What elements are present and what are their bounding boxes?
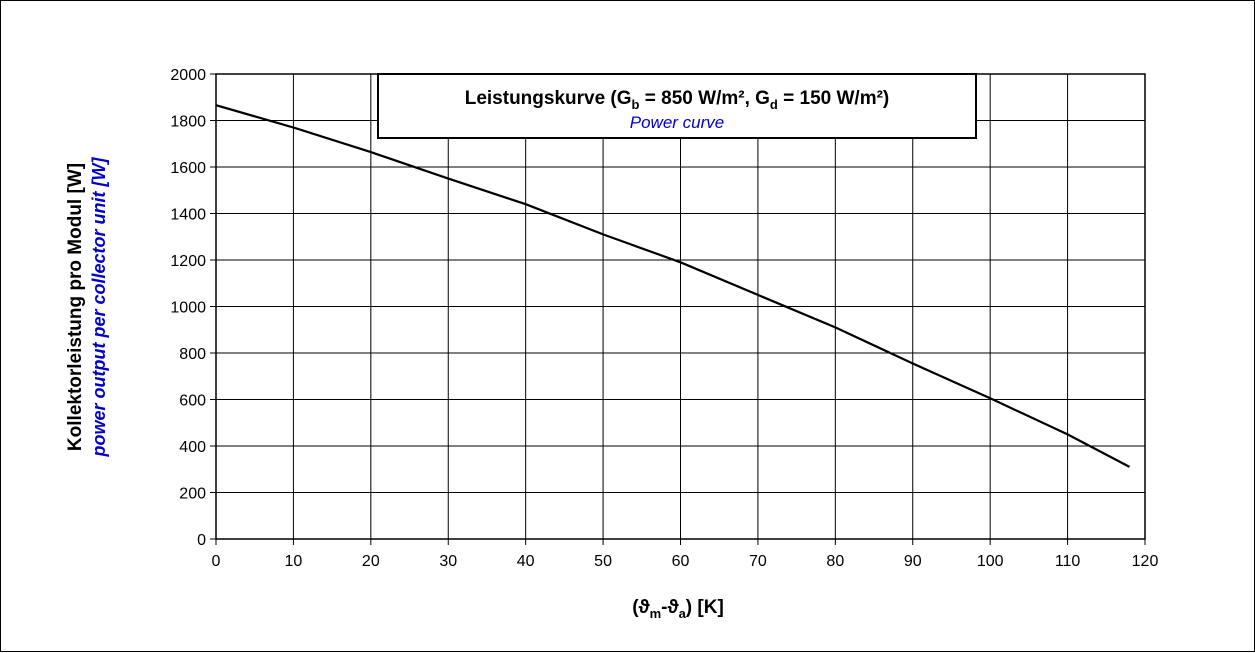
axis-ticks <box>210 73 1146 545</box>
x-tick-label: 30 <box>439 553 457 570</box>
x-tick-label: 90 <box>904 553 922 570</box>
chart-title: Leistungskurve (Gb = 850 W/m², Gd = 150 … <box>465 88 890 112</box>
x-tick-label: 120 <box>1132 553 1159 570</box>
grid-lines <box>215 73 1146 540</box>
x-tick-label: 40 <box>517 553 535 570</box>
x-tick-label: 100 <box>977 553 1004 570</box>
x-tick-label: 20 <box>362 553 380 570</box>
y-tick-label: 800 <box>179 346 206 363</box>
y-tick-label: 1200 <box>170 253 206 270</box>
series-layer <box>215 104 1131 468</box>
x-tick-label: 70 <box>749 553 767 570</box>
chart-subtitle: Power curve <box>630 113 724 132</box>
x-tick-label: 0 <box>212 553 221 570</box>
y-tick-label: 0 <box>197 532 206 549</box>
y-tick-label: 1800 <box>170 114 206 131</box>
x-tick-label: 50 <box>594 553 612 570</box>
y-tick-label: 1000 <box>170 300 206 317</box>
power-curve-line <box>215 104 1131 468</box>
x-tick-label: 10 <box>285 553 303 570</box>
y-tick-label: 200 <box>179 486 206 503</box>
x-tick-labels: 0 10 20 30 40 50 60 70 80 90 100 110 120 <box>212 553 1159 570</box>
y-axis-title: Kollektorleistung pro Modul [W] <box>65 163 86 451</box>
x-tick-label: 110 <box>1055 553 1081 570</box>
x-axis-title: (ϑm-ϑa) [K] <box>632 597 724 621</box>
y-tick-label: 400 <box>179 439 206 456</box>
y-tick-label: 1400 <box>170 207 206 224</box>
x-tick-label: 80 <box>826 553 844 570</box>
y-tick-label: 1600 <box>170 160 206 177</box>
y-tick-label: 2000 <box>170 67 206 84</box>
title-box <box>377 73 977 139</box>
y-axis-title-english: power output per collector unit [W] <box>89 157 109 458</box>
y-tick-label: 600 <box>179 393 206 410</box>
x-tick-label: 60 <box>672 553 690 570</box>
y-tick-labels: 0 200 400 600 800 1000 1200 1400 1600 1800 2000 <box>170 67 206 549</box>
